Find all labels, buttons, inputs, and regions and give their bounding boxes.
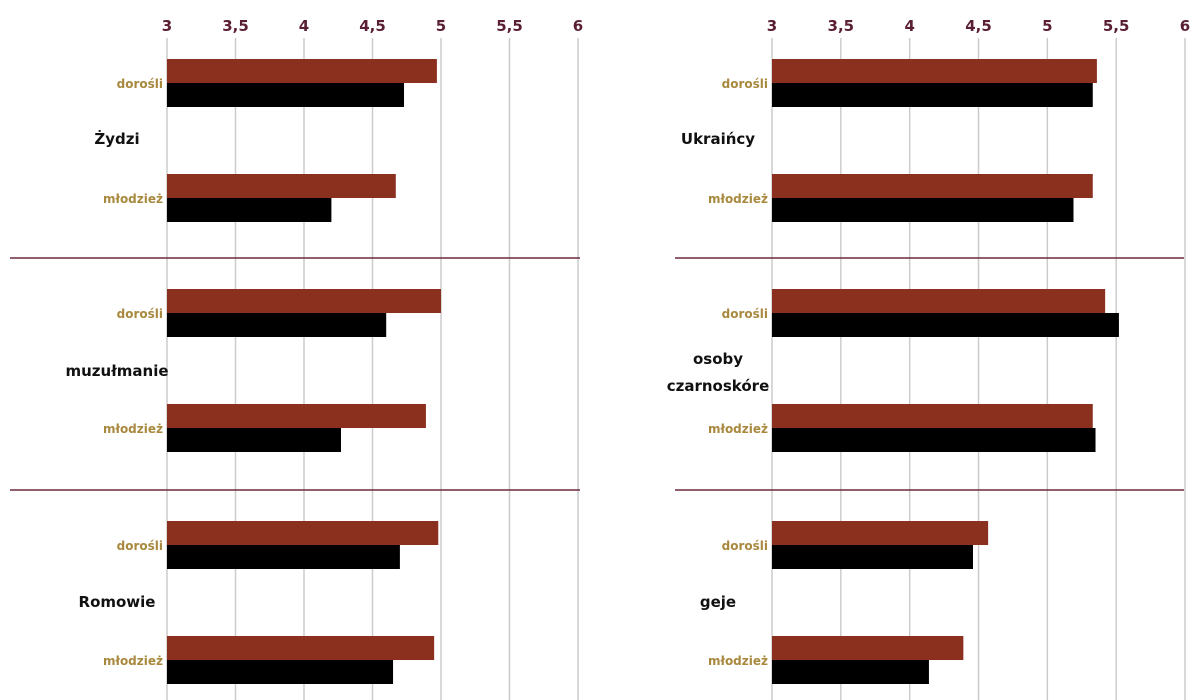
x-tick-label: 3,5 [222, 17, 249, 35]
group-label: Romowie [79, 593, 156, 611]
bar-series-a [167, 174, 396, 198]
x-tick-label: 5 [436, 17, 446, 35]
bar-series-a [167, 289, 441, 313]
group-label: geje [700, 593, 736, 611]
group-label: muzułmanie [65, 362, 168, 380]
age-group-label: dorośli [117, 307, 163, 321]
x-tick-label: 3 [162, 17, 172, 35]
x-tick-label: 3,5 [828, 17, 855, 35]
bar-series-a [772, 404, 1093, 428]
age-group-label: młodzież [708, 654, 768, 668]
bar-series-a [772, 636, 964, 660]
age-group-label: dorośli [722, 77, 768, 91]
age-group-label: dorośli [117, 77, 163, 91]
bar-series-a [167, 59, 437, 83]
age-group-label: młodzież [103, 192, 163, 206]
group-label: Żydzi [94, 129, 139, 148]
age-group-label: młodzież [708, 422, 768, 436]
bar-series-b [167, 198, 332, 222]
x-tick-label: 5,5 [496, 17, 523, 35]
bar-series-b [167, 660, 394, 684]
age-group-label: dorośli [722, 307, 768, 321]
left-chart-panel: 3 3,5 4 4,5 5 5,5 6 Żydzi dorośli młodzież muzułma… [10, 17, 583, 700]
bar-series-b [772, 428, 1096, 452]
bar-series-a [167, 521, 439, 545]
bar-series-b [772, 83, 1093, 107]
bar-series-b [772, 660, 929, 684]
age-group-label: młodzież [708, 192, 768, 206]
age-group-label: młodzież [103, 654, 163, 668]
bar-series-a [772, 289, 1106, 313]
bar-series-a [167, 636, 435, 660]
x-tick-label: 4,5 [965, 17, 992, 35]
x-tick-label: 5,5 [1103, 17, 1130, 35]
group-label: Ukraińcy [681, 130, 755, 148]
bar-series-a [772, 174, 1093, 198]
group-label: osoby [693, 350, 743, 368]
x-tick-label: 4 [904, 17, 914, 35]
x-tick-label: 3 [767, 17, 777, 35]
x-tick-label: 4,5 [359, 17, 386, 35]
bar-series-a [772, 521, 989, 545]
age-group-label: młodzież [103, 422, 163, 436]
bar-series-a [167, 404, 426, 428]
x-tick-label: 6 [1180, 17, 1190, 35]
bar-series-b [167, 313, 387, 337]
bar-series-b [167, 428, 341, 452]
bar-series-b [167, 83, 405, 107]
group-label: czarnoskóre [667, 377, 770, 395]
x-tick-label: 5 [1042, 17, 1052, 35]
age-group-label: dorośli [722, 539, 768, 553]
x-tick-label: 6 [573, 17, 583, 35]
right-chart-panel: 3 3,5 4 4,5 5 5,5 6 Ukraińcy dorośli młodzież osob… [667, 17, 1190, 700]
x-tick-label: 4 [299, 17, 309, 35]
bar-series-b [167, 545, 400, 569]
bar-series-a [772, 59, 1097, 83]
bar-series-b [772, 313, 1119, 337]
age-group-label: dorośli [117, 539, 163, 553]
bar-series-b [772, 545, 973, 569]
bar-series-b [772, 198, 1074, 222]
